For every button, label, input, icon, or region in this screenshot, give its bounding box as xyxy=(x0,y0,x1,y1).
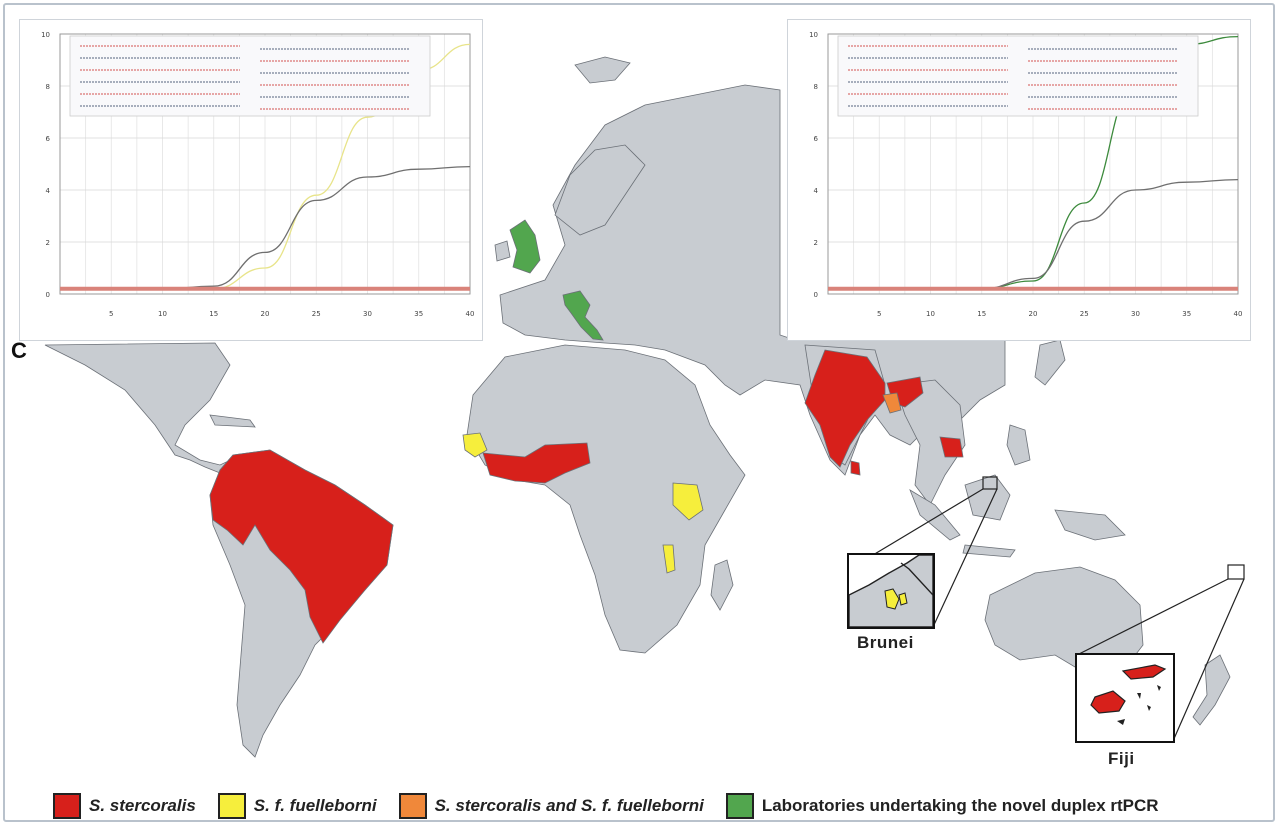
sumatra xyxy=(909,489,961,541)
inset-connectors xyxy=(872,476,1245,742)
legend-swatch-yellow xyxy=(217,793,246,819)
y-tick-label: 2 xyxy=(46,239,50,247)
legend-label-both: S. stercoralis and S. f. fuelleborni xyxy=(434,796,704,815)
caribbean xyxy=(209,414,256,428)
x-tick-label: 15 xyxy=(209,310,218,318)
ireland xyxy=(494,240,511,262)
x-tick-label: 10 xyxy=(926,310,935,318)
legend-label-laboratories: Laboratories undertaking the novel duple… xyxy=(761,796,1159,815)
x-tick-label: 25 xyxy=(1080,310,1089,318)
embedded-table-box xyxy=(837,35,1199,117)
region-south-america-stercoralis xyxy=(209,449,394,644)
brunei-connector-2 xyxy=(932,488,998,628)
amplification-chart-b: 0 2 4 6 8 10 5 10 15 20 25 30 35 40 xyxy=(787,19,1251,341)
y-tick-label: 4 xyxy=(46,187,51,195)
highlight-regions xyxy=(209,349,964,644)
brunei-inset-map xyxy=(848,554,934,628)
x-tick-label: 30 xyxy=(1131,310,1140,318)
x-tick-label: 40 xyxy=(1234,310,1243,318)
plot-area xyxy=(827,33,1239,295)
legend-item-both: S. stercoralis and S. f. fuelleborni xyxy=(398,793,704,819)
x-tick-label: 40 xyxy=(466,310,475,318)
y-tick-label: 10 xyxy=(41,31,50,39)
y-tick-label: 8 xyxy=(814,83,818,91)
fiji-label: Fiji xyxy=(1108,749,1135,768)
legend-item-stercoralis: S. stercoralis xyxy=(53,793,196,819)
map-legend: S. stercoralis S. f. fuelleborni S. ster… xyxy=(53,791,1181,820)
embedded-table-box xyxy=(69,35,431,117)
x-tick-label: 25 xyxy=(312,310,321,318)
scandinavia xyxy=(554,144,646,236)
panel-label-c: C xyxy=(11,338,27,363)
legend-item-laboratories: Laboratories undertaking the novel duple… xyxy=(725,793,1159,819)
x-tick-label: 10 xyxy=(158,310,167,318)
region-sri-lanka-stercoralis xyxy=(850,460,861,476)
x-tick-label: 35 xyxy=(1182,310,1191,318)
southeast-asia xyxy=(894,379,966,506)
x-tick-label: 15 xyxy=(977,310,986,318)
region-kenya-fuelleborni xyxy=(672,482,704,521)
fiji-inset-map xyxy=(1090,664,1167,725)
brunei-label: Brunei xyxy=(857,633,914,652)
legend-swatch-orange xyxy=(398,793,427,819)
japan xyxy=(1034,339,1066,386)
region-malawi-fuelleborni xyxy=(662,544,676,574)
region-guinea-fuelleborni xyxy=(462,432,488,458)
legend-item-fuelleborni: S. f. fuelleborni xyxy=(217,793,377,819)
y-tick-label: 6 xyxy=(814,135,819,143)
new-guinea xyxy=(1054,509,1126,541)
legend-swatch-green xyxy=(725,793,754,819)
brunei-inset xyxy=(847,553,935,629)
region-cambodia-stercoralis xyxy=(939,436,964,458)
java xyxy=(962,544,1016,558)
y-tick-label: 10 xyxy=(809,31,818,39)
united-kingdom xyxy=(509,219,541,274)
region-india-stercoralis xyxy=(804,349,886,468)
fiji-source-box xyxy=(1227,564,1245,580)
region-bangladesh-both xyxy=(882,392,902,414)
chart-a-svg: 0 2 4 6 8 10 5 10 15 20 25 30 35 40 xyxy=(41,31,475,318)
arctic-islands xyxy=(574,56,631,84)
plot-area xyxy=(59,33,471,295)
legend-swatch-red xyxy=(53,793,81,819)
y-tick-label: 4 xyxy=(814,187,819,195)
north-america xyxy=(44,342,251,486)
x-tick-label: 5 xyxy=(877,310,881,318)
x-tick-label: 20 xyxy=(1029,310,1038,318)
legend-label-fuelleborni: S. f. fuelleborni xyxy=(253,796,377,815)
region-west-africa-stercoralis xyxy=(482,442,591,484)
brunei-source-box xyxy=(982,476,998,490)
new-zealand xyxy=(1192,654,1231,726)
legend-label-stercoralis: S. stercoralis xyxy=(89,796,196,815)
y-tick-label: 0 xyxy=(46,291,50,299)
x-tick-label: 5 xyxy=(109,310,113,318)
world-map xyxy=(44,56,1245,758)
chart-b-svg: 0 2 4 6 8 10 5 10 15 20 25 30 35 40 xyxy=(809,31,1243,318)
x-tick-label: 35 xyxy=(414,310,423,318)
x-tick-label: 30 xyxy=(363,310,372,318)
y-tick-label: 0 xyxy=(814,291,818,299)
brunei-connector-1 xyxy=(872,488,984,556)
fiji-inset xyxy=(1075,653,1175,743)
africa xyxy=(466,344,746,654)
amplification-chart-a: 0 2 4 6 8 10 5 10 15 20 25 30 35 40 xyxy=(19,19,483,341)
y-tick-label: 6 xyxy=(46,135,51,143)
y-tick-label: 8 xyxy=(46,83,50,91)
fiji-connector-1 xyxy=(1076,578,1229,656)
borneo xyxy=(964,474,1011,521)
x-tick-label: 20 xyxy=(261,310,270,318)
philippines xyxy=(1006,424,1031,466)
fiji-connector-2 xyxy=(1172,578,1245,742)
madagascar xyxy=(710,559,734,611)
italy xyxy=(562,290,604,341)
y-tick-label: 2 xyxy=(814,239,818,247)
